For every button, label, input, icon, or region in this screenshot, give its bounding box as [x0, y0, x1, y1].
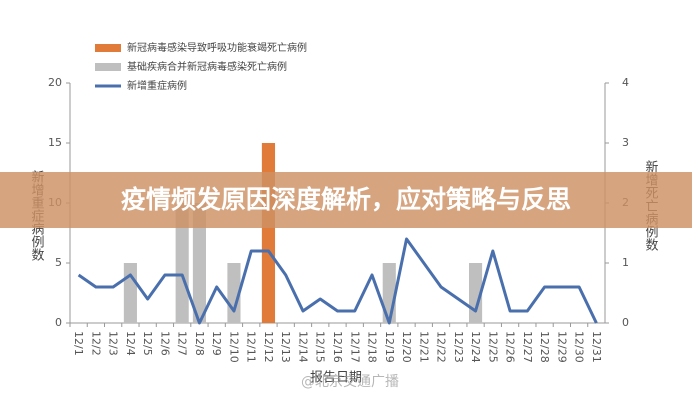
- legend-swatch: [95, 63, 121, 71]
- bar: [123, 263, 137, 323]
- chart-title: 疫情频发原因深度解析，应对策略与反思: [121, 185, 571, 214]
- x-tick-label: 12/12: [262, 331, 275, 363]
- y-tick-label: 20: [48, 76, 62, 89]
- legend-label: 新冠病毒感染导致呼吸功能衰竭死亡病例: [127, 41, 307, 54]
- legend-swatch: [95, 44, 121, 52]
- y2-tick-label: 4: [622, 76, 629, 89]
- x-tick-label: 12/27: [521, 331, 534, 363]
- bar: [175, 203, 189, 323]
- line: [77, 237, 598, 325]
- x-tick-label: 12/1: [72, 331, 85, 356]
- x-tick-label: 12/25: [486, 331, 499, 363]
- y2-tick-label: 1: [622, 256, 629, 269]
- x-tick-label: 12/18: [366, 331, 379, 363]
- x-tick-label: 12/14: [296, 331, 309, 363]
- x-tick-label: 12/16: [331, 331, 344, 363]
- bar: [261, 143, 276, 323]
- y-tick-label: 5: [55, 256, 62, 269]
- y-tick-label: 15: [48, 136, 62, 149]
- legend-label: 新增重症病例: [127, 79, 187, 92]
- x-tick-label: 12/10: [227, 331, 240, 363]
- x-tick-label: 12/4: [124, 331, 137, 356]
- x-tick-label: 12/20: [400, 331, 413, 363]
- x-tick-label: 12/6: [158, 331, 171, 356]
- x-tick-label: 12/24: [469, 331, 482, 363]
- x-tick-label: 12/11: [245, 331, 258, 363]
- x-tick-label: 12/28: [538, 331, 551, 363]
- x-tick-label: 12/23: [452, 331, 465, 363]
- x-tick-label: 12/17: [348, 331, 361, 363]
- x-tick-label: 12/7: [176, 331, 189, 356]
- x-tick-label: 12/3: [107, 331, 120, 356]
- x-tick-label: 12/22: [435, 331, 448, 363]
- watermark: @北京交通广播: [301, 373, 399, 390]
- x-tick-label: 12/8: [193, 331, 206, 356]
- x-tick-label: 12/19: [383, 331, 396, 363]
- x-tick-label: 12/9: [210, 331, 223, 356]
- legend-label: 基础疾病合并新冠病毒感染死亡病例: [127, 60, 287, 73]
- y2-tick-label: 0: [622, 316, 629, 329]
- y2-tick-label: 3: [622, 136, 629, 149]
- x-tick-label: 12/26: [504, 331, 517, 363]
- x-tick-label: 12/2: [89, 331, 102, 356]
- x-tick-label: 12/13: [279, 331, 292, 363]
- x-tick-label: 12/5: [141, 331, 154, 356]
- x-tick-label: 12/29: [555, 331, 568, 363]
- x-axis-label: 报告日期: [310, 371, 362, 386]
- y-tick-label: 0: [55, 316, 62, 329]
- title-banner: [0, 172, 692, 228]
- x-tick-label: 12/30: [573, 331, 586, 363]
- x-tick-label: 12/31: [590, 331, 603, 363]
- x-tick-label: 12/21: [417, 331, 430, 363]
- bar: [192, 203, 206, 323]
- x-tick-label: 12/15: [314, 331, 327, 363]
